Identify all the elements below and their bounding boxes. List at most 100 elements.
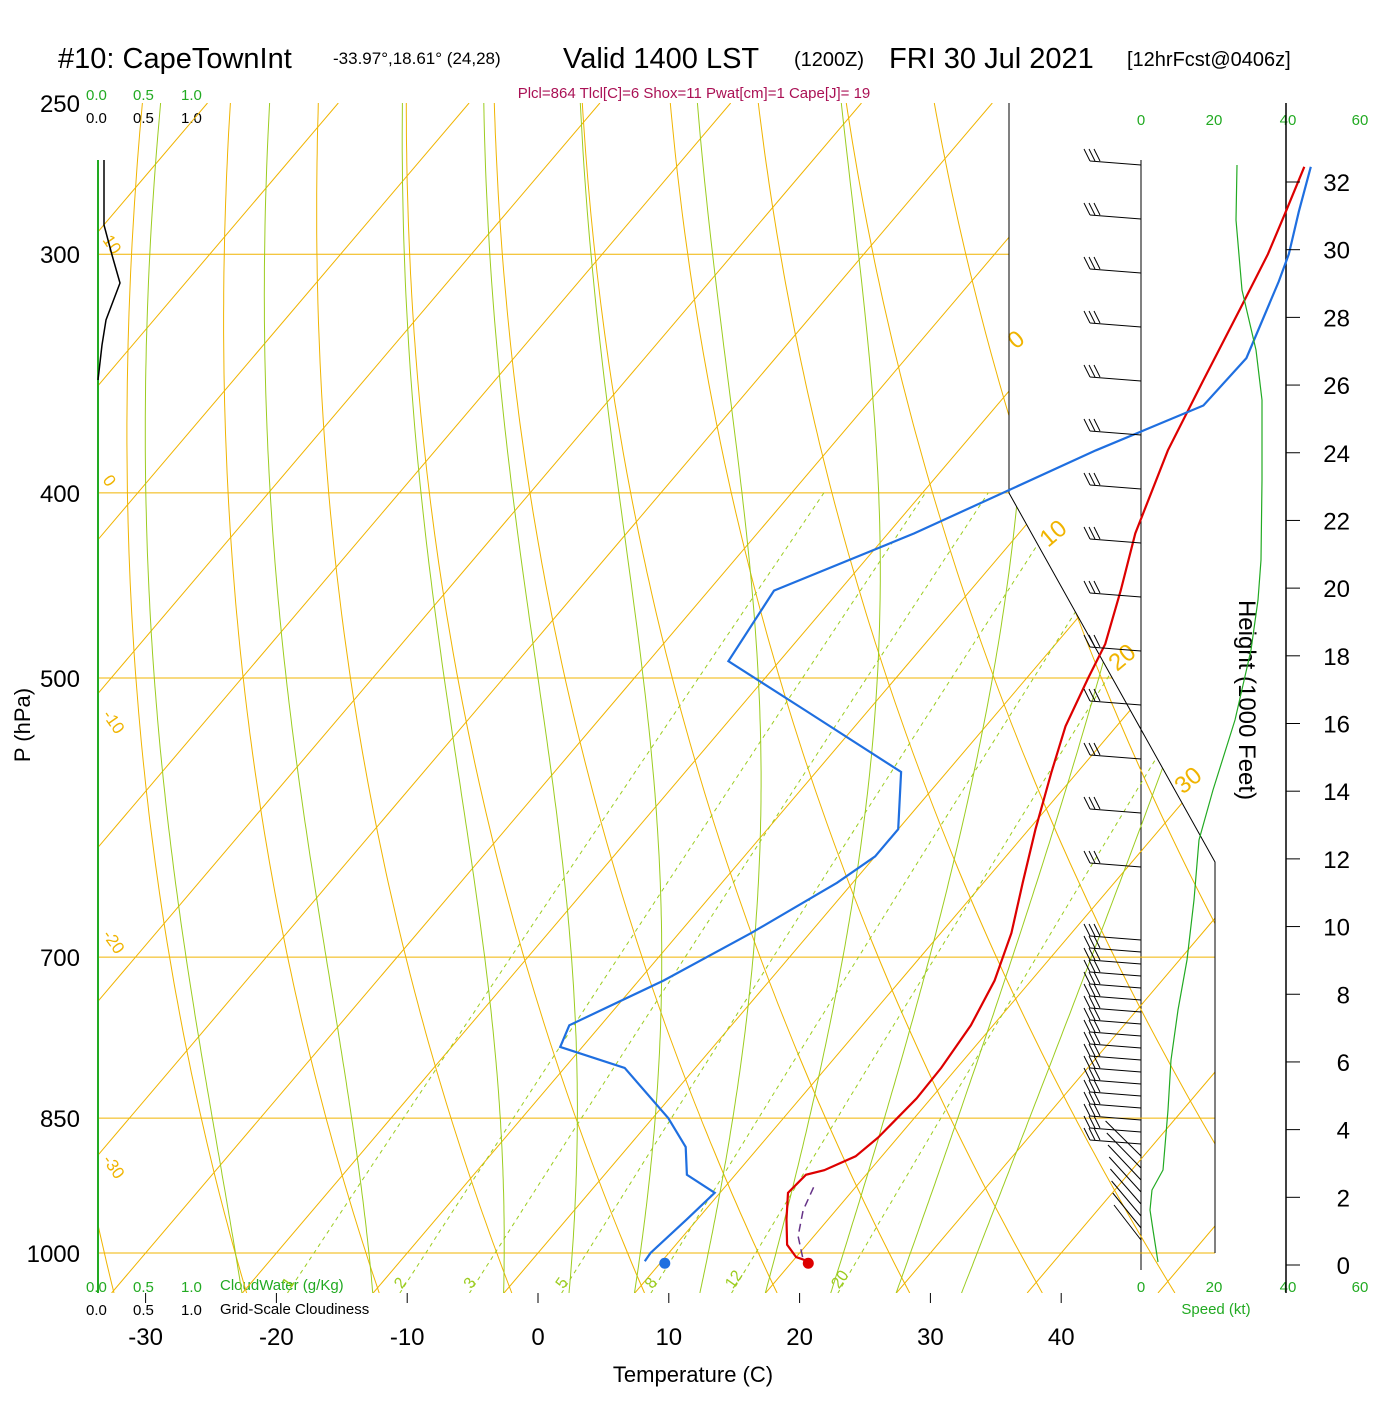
temperature-tick-40: 40 (1048, 1324, 1075, 1351)
moist-adiabat-10 (578, 103, 663, 1293)
wind-barb (1083, 1043, 1142, 1061)
pressure-tick-850: 850 (40, 1106, 80, 1133)
wind-barb-feather (1088, 1127, 1096, 1141)
moist-adiabat-20 (764, 103, 881, 1293)
pressure-tick-1000: 1000 (27, 1241, 80, 1268)
wind-barb-feather (1083, 148, 1091, 162)
wind-barb-feather (1083, 1091, 1091, 1105)
cloud-scale-bottom-black-0: 0.0 (86, 1302, 107, 1319)
wind-barb-feather (1088, 971, 1096, 985)
wind-barb-feather (1088, 935, 1096, 949)
wind-barb-feather (1093, 580, 1101, 594)
mixing-ratio-12 (730, 492, 1215, 1293)
forecast-run: [12hrFcst@0406z] (1127, 49, 1291, 71)
speed-tick-bottom-0: 0 (1137, 1279, 1145, 1296)
wind-barb-staff (1089, 983, 1142, 989)
wind-barb (1083, 526, 1142, 544)
wind-barb-feather (1088, 580, 1096, 594)
isotherm-label: 30 (1170, 762, 1208, 800)
plot-right-edge (1008, 103, 1216, 1253)
wind-barb-staff (1089, 376, 1142, 382)
wind-barb-feather (1093, 1115, 1101, 1129)
wind-barb-feather (1088, 995, 1096, 1009)
surface-dewpoint-dot (659, 1257, 671, 1269)
wind-barb-feather (1088, 742, 1096, 756)
parcel-profile (797, 1183, 816, 1258)
wind-barb (1083, 995, 1142, 1013)
wind-barb-feather (1083, 1115, 1091, 1129)
wind-barb-feather (1088, 923, 1096, 937)
isotherm--90 (98, 103, 339, 1293)
wind-barb (1107, 1144, 1142, 1181)
height-tick-12: 12 (1323, 847, 1350, 874)
wind-barb-feather (1093, 1031, 1101, 1045)
wind-barb-feather (1083, 850, 1091, 864)
station-title: #10: CapeTownInt (58, 43, 292, 75)
wind-barb-staff (1089, 971, 1142, 977)
speed-axis-label: Speed (kt) (1181, 1301, 1250, 1318)
wind-barb-feather (1093, 1127, 1101, 1141)
dry-adiabat-370 (1197, 103, 1215, 1293)
isotherm-label: -20 (99, 926, 129, 957)
wind-barb (1083, 256, 1142, 274)
wind-barb-feather (1083, 947, 1091, 961)
pressure-tick-700: 700 (40, 945, 80, 972)
wind-barb-staff (1089, 646, 1142, 652)
surface-temperature-dot (802, 1257, 814, 1269)
wind-barb (1083, 634, 1142, 652)
wind-barb-feather (1083, 1127, 1091, 1141)
isotherm-0 (503, 103, 1215, 1293)
moist-adiabat-25 (830, 103, 1027, 1293)
height-tick-32: 32 (1323, 170, 1350, 197)
wind-barb (1083, 923, 1142, 941)
wind-barb-staff (1089, 959, 1142, 965)
wind-barb-feather (1083, 1031, 1091, 1045)
wind-barb-feather (1083, 256, 1091, 270)
forecast-date: FRI 30 Jul 2021 (889, 43, 1094, 75)
wind-barb-staff (1089, 1031, 1142, 1037)
wind-barb-feather (1088, 310, 1096, 324)
height-tick-18: 18 (1323, 644, 1350, 671)
wind-barb-feather (1088, 688, 1096, 702)
isotherm--30 (111, 103, 1124, 1293)
wind-barb-staff (1089, 538, 1142, 544)
wind-barb-staff (1089, 322, 1142, 328)
wind-barb (1083, 202, 1142, 220)
pressure-tick-500: 500 (40, 666, 80, 693)
wind-barb-feather (1088, 472, 1096, 486)
wind-barb-feather (1083, 935, 1091, 949)
wind-barb-feather (1083, 971, 1091, 985)
mixing-ratio-20 (837, 492, 1215, 1293)
wind-barb-feather (1088, 1079, 1096, 1093)
wind-barb-feather (1093, 923, 1101, 937)
wind-barb-staff (1089, 1007, 1142, 1013)
wind-barb-feather (1083, 526, 1091, 540)
wind-barb-feather (1088, 1019, 1096, 1033)
wind-barb-feather (1083, 796, 1091, 810)
wind-barb-feather (1083, 202, 1091, 216)
wind-barb-feather (1093, 959, 1101, 973)
wind-barb (1083, 1007, 1142, 1025)
wind-barb (1083, 983, 1142, 1001)
height-tick-28: 28 (1323, 305, 1350, 332)
speed-tick-bottom-40: 40 (1280, 1279, 1297, 1296)
wind-barb-feather (1093, 688, 1101, 702)
temperature-tick--20: -20 (259, 1324, 294, 1351)
wind-barb-feather (1088, 634, 1096, 648)
wind-barb-staff (1089, 700, 1142, 706)
wind-barb-feather (1088, 983, 1096, 997)
wind-barb-staff (1106, 1132, 1142, 1169)
isotherm-label: 20 (1104, 639, 1142, 677)
isotherm--60 (98, 103, 732, 1293)
wind-barb-staff (1112, 1192, 1142, 1229)
height-tick-24: 24 (1323, 441, 1350, 468)
wind-barb-staff (1089, 1043, 1142, 1049)
wind-barb (1083, 472, 1142, 490)
wind-barb (1083, 959, 1142, 977)
wind-barb-staff (1089, 160, 1142, 166)
wind-barb-feather (1088, 418, 1096, 432)
wind-barb-staff (1089, 947, 1142, 953)
wind-barb-staff (1089, 1115, 1142, 1121)
